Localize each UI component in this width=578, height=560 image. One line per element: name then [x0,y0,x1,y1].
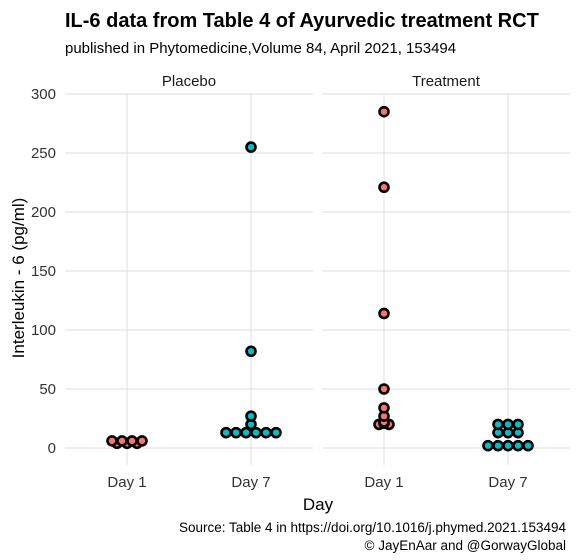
data-point-treatment-day-1 [378,383,390,395]
data-point-placebo-day-1 [136,435,148,447]
data-point-treatment-day-7 [492,418,504,431]
y-tick-label: 200 [31,204,56,221]
y-axis-ticks: 0 50 100 150 200 250 300 [31,86,56,457]
data-point-placebo-day-7 [245,345,257,358]
data-point-placebo-day-7 [270,426,282,439]
data-point-placebo-day-7 [260,426,272,439]
facet-strip-placebo: Placebo [162,73,216,90]
data-point-treatment-day-7 [522,439,534,452]
data-point-placebo-day-1 [116,435,128,447]
x-axis-ticks: Day 1 Day 7 Day 1 Day 7 [107,474,527,491]
data-point-placebo-day-7 [230,426,242,439]
y-tick-label: 150 [31,263,56,280]
data-point-treatment-day-1 [378,307,390,320]
data-point-treatment-day-7 [502,418,514,431]
facet-strip-treatment: Treatment [412,73,481,90]
data-point-treatment-day-1 [378,181,390,194]
x-tick-label: Day 7 [488,474,527,491]
y-tick-label: 100 [31,322,56,339]
data-point-placebo-day-1 [126,435,138,447]
x-tick-label: Day 1 [107,474,146,491]
chart-subtitle: published in Phytomedicine,Volume 84, Ap… [65,40,457,57]
data-points [106,105,534,452]
x-axis-title: Day [303,495,334,514]
data-point-treatment-day-7 [492,439,504,452]
data-point-treatment-day-7 [512,418,524,431]
x-tick-label: Day 7 [231,474,270,491]
facet-strips: Placebo Treatment [162,73,481,90]
x-tick-label: Day 1 [364,474,403,491]
y-tick-label: 300 [31,86,56,103]
data-point-placebo-day-7 [220,426,232,439]
credit-caption: © JayEnAar and @GorwayGlobal [364,538,567,553]
data-point-placebo-day-7 [245,410,257,422]
y-tick-label: 0 [48,440,56,457]
chart-title: IL-6 data from Table 4 of Ayurvedic trea… [65,10,539,32]
data-point-treatment-day-7 [512,439,524,452]
y-tick-label: 250 [31,145,56,162]
y-tick-label: 50 [39,381,56,398]
data-point-treatment-day-1 [378,105,390,118]
y-axis-title: Interleukin - 6 (pg/ml) [9,198,28,359]
source-caption: Source: Table 4 in https://doi.org/10.10… [178,520,566,535]
gridlines [65,93,570,465]
data-point-treatment-day-7 [482,439,494,452]
data-point-placebo-day-7 [245,141,257,153]
data-point-treatment-day-7 [502,439,514,452]
data-point-placebo-day-1 [106,435,118,447]
data-point-treatment-day-1 [378,402,390,414]
